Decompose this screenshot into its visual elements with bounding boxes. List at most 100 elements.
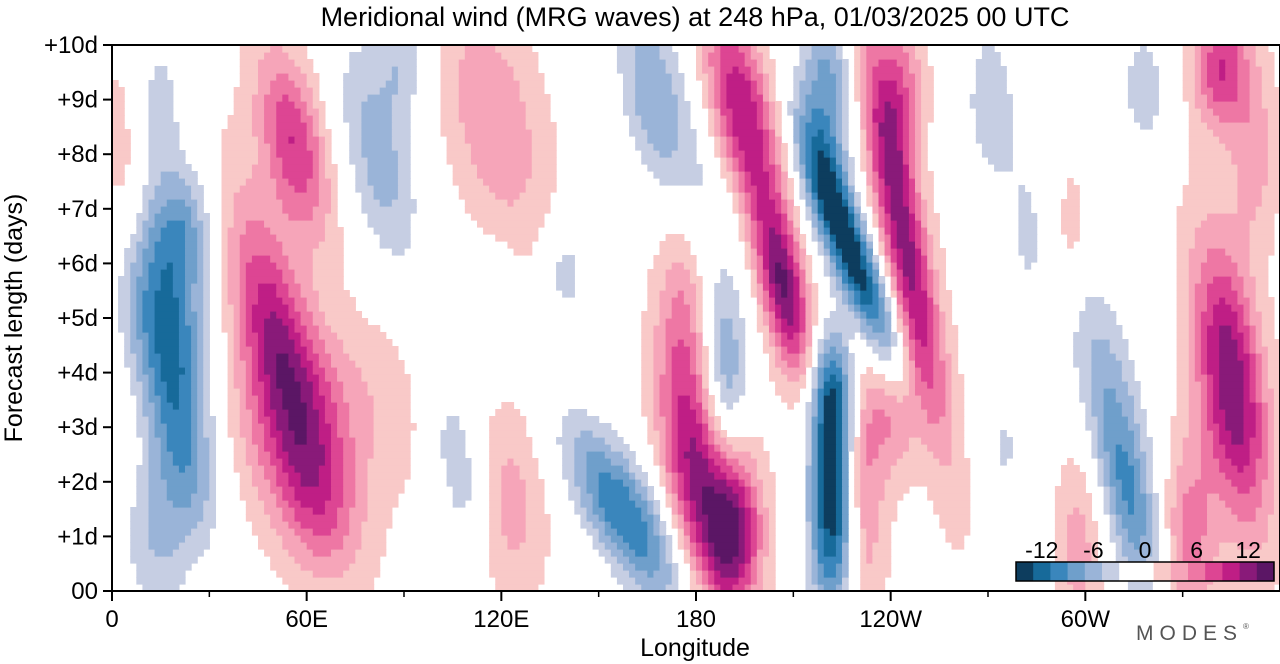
heatmap-cell	[258, 360, 265, 368]
heatmap-cell	[805, 185, 813, 193]
heatmap-cell	[1261, 381, 1269, 389]
heatmap-cell	[1255, 507, 1275, 515]
heatmap-cell	[191, 416, 198, 424]
heatmap-cell	[507, 458, 515, 466]
heatmap-cell	[1255, 458, 1269, 466]
axes: 0 60E 120E 180 120W 60W00+1d+2d+3d+4d+5d+6d+7…	[44, 32, 1184, 633]
heatmap-cell	[653, 423, 667, 431]
heatmap-cell	[915, 367, 922, 375]
heatmap-cell	[659, 297, 673, 305]
heatmap-cell	[1243, 318, 1251, 326]
heatmap-cell	[148, 276, 162, 284]
heatmap-cell	[696, 374, 703, 382]
heatmap-cell	[878, 248, 886, 256]
heatmap-cell	[781, 283, 788, 291]
heatmap-cell	[1267, 122, 1280, 130]
heatmap-cell	[519, 192, 551, 200]
heatmap-cell	[1176, 318, 1190, 326]
heatmap-cell	[270, 402, 283, 410]
heatmap-cell	[939, 318, 947, 326]
heatmap-cell	[842, 381, 849, 389]
heatmap-cell	[1134, 444, 1141, 452]
heatmap-cell	[799, 332, 807, 340]
heatmap-cell	[933, 332, 940, 340]
heatmap-cell	[446, 136, 466, 144]
heatmap-cell	[769, 255, 788, 263]
heatmap-cell	[811, 220, 819, 228]
heatmap-cell	[1188, 332, 1196, 340]
heatmap-cell	[1115, 521, 1123, 529]
heatmap-cell	[1188, 248, 1208, 256]
heatmap-cell	[233, 465, 253, 473]
heatmap-cell	[902, 304, 910, 312]
heatmap-cell	[848, 199, 855, 207]
heatmap-cell	[148, 101, 174, 109]
heatmap-cell	[623, 94, 636, 102]
heatmap-cell	[1134, 402, 1141, 410]
heatmap-cell	[769, 73, 776, 81]
heatmap-cell	[927, 332, 934, 340]
heatmap-cell	[112, 122, 125, 130]
heatmap-cell	[641, 311, 661, 319]
heatmap-cell	[653, 458, 661, 466]
heatmap-cell	[817, 66, 831, 74]
heatmap-cell	[860, 479, 886, 487]
heatmap-cell	[769, 185, 776, 193]
heatmap-cell	[835, 262, 843, 270]
heatmap-cell	[744, 220, 752, 228]
heatmap-cell	[1097, 451, 1111, 459]
heatmap-cell	[738, 178, 746, 186]
heatmap-cell	[531, 164, 557, 172]
heatmap-cell	[1134, 493, 1147, 501]
heatmap-cell	[1067, 458, 1074, 466]
heatmap-cell	[1261, 430, 1269, 438]
heatmap-cell	[1200, 318, 1214, 326]
heatmap-cell	[902, 255, 916, 263]
heatmap-cell	[714, 283, 734, 291]
heatmap-cell	[842, 535, 849, 543]
heatmap-cell	[142, 346, 150, 354]
heatmap-cell	[762, 87, 770, 95]
heatmap-cell	[665, 416, 673, 424]
heatmap-cell	[866, 45, 904, 53]
heatmap-cell	[921, 234, 928, 242]
heatmap-cell	[933, 290, 940, 298]
heatmap-cell	[142, 290, 156, 298]
heatmap-cell	[659, 430, 667, 438]
heatmap-cell	[726, 122, 734, 130]
heatmap-cell	[860, 255, 867, 263]
heatmap-cell	[860, 381, 910, 389]
heatmap-cell	[148, 360, 162, 368]
heatmap-cell	[756, 283, 764, 291]
heatmap-cell	[811, 479, 819, 487]
heatmap-cell	[373, 423, 417, 431]
heatmap-cell	[902, 395, 922, 403]
heatmap-cell	[440, 451, 466, 459]
heatmap-cell	[130, 311, 137, 319]
heatmap-cell	[264, 500, 277, 508]
heatmap-cell	[811, 52, 837, 60]
heatmap-cell	[1261, 542, 1280, 550]
heatmap-cell	[842, 549, 849, 557]
heatmap-cell	[714, 374, 728, 382]
heatmap-cell	[689, 346, 697, 354]
heatmap-cell	[227, 255, 241, 263]
heatmap-cell	[823, 458, 837, 466]
heatmap-cell	[197, 395, 204, 403]
heatmap-cell	[318, 437, 332, 445]
heatmap-cell	[866, 143, 874, 151]
heatmap-cell	[817, 73, 837, 81]
heatmap-cell	[586, 507, 594, 515]
heatmap-cell	[775, 388, 801, 396]
heatmap-cell	[239, 430, 253, 438]
heatmap-cell	[440, 45, 466, 53]
heatmap-cell	[921, 129, 928, 137]
heatmap-cell	[677, 115, 691, 123]
heatmap-cell	[866, 332, 892, 340]
heatmap-cell	[300, 66, 314, 74]
heatmap-cell	[355, 500, 369, 508]
heatmap-cell	[1121, 521, 1147, 529]
heatmap-cell	[750, 220, 758, 228]
heatmap-cell	[781, 325, 801, 333]
heatmap-cell	[343, 73, 393, 81]
